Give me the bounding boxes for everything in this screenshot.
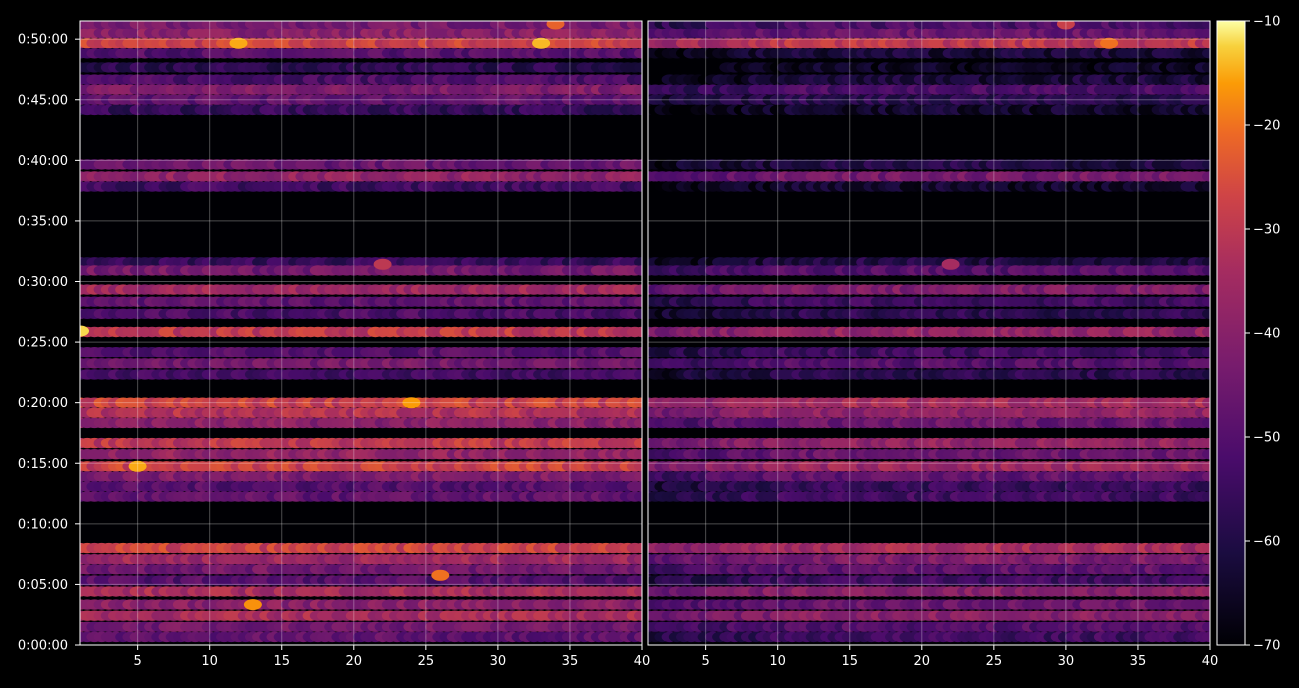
x-tick-label: 25 — [418, 654, 435, 669]
hot-spot — [431, 570, 449, 581]
x-tick-label: 40 — [634, 654, 651, 669]
x-tick-label: 35 — [562, 654, 579, 669]
x-tick-label: 10 — [201, 654, 218, 669]
panel-right-cells — [640, 19, 1218, 643]
panel-left-cells — [71, 19, 650, 643]
x-tick-label: 5 — [134, 654, 142, 669]
x-tick-label: 15 — [273, 654, 290, 669]
x-tick-label: 20 — [346, 654, 363, 669]
hot-spot — [547, 19, 565, 30]
hot-spot — [244, 599, 262, 610]
x-tick-label: 30 — [490, 654, 507, 669]
hot-spot — [374, 259, 392, 270]
